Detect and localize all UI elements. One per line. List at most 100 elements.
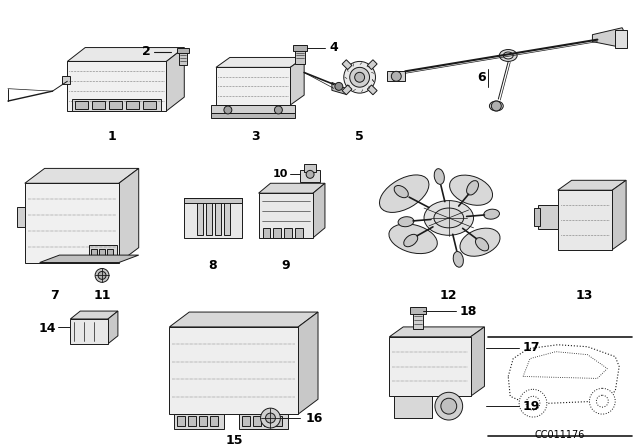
Ellipse shape — [434, 169, 444, 185]
Polygon shape — [367, 60, 377, 69]
Polygon shape — [216, 57, 304, 67]
Bar — [615, 30, 627, 47]
Bar — [295, 45, 305, 65]
Circle shape — [275, 106, 282, 114]
Bar — [389, 337, 470, 396]
Circle shape — [349, 67, 369, 87]
Circle shape — [260, 408, 280, 428]
Circle shape — [344, 61, 376, 93]
Polygon shape — [557, 180, 626, 190]
Bar — [107, 249, 113, 258]
Bar — [91, 249, 97, 258]
Text: 9: 9 — [281, 259, 290, 272]
Text: 1: 1 — [108, 130, 116, 143]
Bar — [177, 47, 189, 53]
Polygon shape — [259, 183, 325, 193]
Circle shape — [266, 413, 275, 423]
Text: 10: 10 — [273, 169, 288, 179]
Polygon shape — [342, 60, 352, 69]
Bar — [215, 201, 221, 235]
Bar — [184, 198, 242, 203]
Bar — [239, 414, 288, 429]
Ellipse shape — [499, 50, 517, 61]
Polygon shape — [508, 345, 619, 404]
Circle shape — [95, 268, 109, 282]
Text: CC011176: CC011176 — [534, 430, 585, 440]
Bar — [216, 67, 291, 105]
Ellipse shape — [453, 251, 463, 267]
Text: 12: 12 — [440, 289, 458, 302]
Polygon shape — [523, 352, 607, 379]
Circle shape — [589, 388, 615, 414]
Ellipse shape — [398, 217, 414, 227]
Polygon shape — [313, 183, 325, 238]
Bar — [284, 228, 292, 238]
Text: 2: 2 — [142, 45, 151, 58]
Ellipse shape — [476, 238, 489, 251]
Circle shape — [391, 71, 401, 81]
Text: 4: 4 — [330, 41, 339, 54]
Text: 19: 19 — [522, 400, 540, 413]
Text: 15: 15 — [225, 435, 243, 448]
Ellipse shape — [380, 175, 429, 212]
Bar — [197, 201, 203, 235]
Text: 16: 16 — [305, 412, 323, 425]
Circle shape — [355, 72, 365, 82]
Polygon shape — [367, 85, 377, 95]
Bar — [76, 101, 88, 109]
Text: 6: 6 — [477, 71, 485, 84]
Ellipse shape — [484, 209, 499, 219]
Text: 7: 7 — [50, 289, 59, 302]
Bar — [206, 201, 212, 235]
Text: 3: 3 — [252, 130, 260, 143]
Ellipse shape — [394, 185, 408, 198]
Bar — [253, 416, 260, 426]
Circle shape — [335, 82, 343, 90]
Polygon shape — [70, 311, 118, 319]
Polygon shape — [108, 311, 118, 344]
Circle shape — [98, 271, 106, 280]
Bar — [67, 61, 166, 111]
Polygon shape — [389, 327, 484, 337]
Bar — [211, 105, 295, 113]
Polygon shape — [40, 255, 139, 263]
Bar — [394, 396, 432, 418]
Bar — [170, 327, 298, 414]
Bar — [413, 307, 423, 329]
Bar — [177, 416, 185, 426]
Bar — [262, 228, 271, 238]
Text: 18: 18 — [460, 305, 477, 318]
Ellipse shape — [434, 208, 463, 228]
Polygon shape — [67, 47, 184, 61]
Bar — [259, 193, 313, 238]
Polygon shape — [342, 85, 352, 95]
Text: 8: 8 — [209, 259, 218, 272]
Bar — [70, 319, 108, 344]
Text: 17: 17 — [522, 341, 540, 354]
Bar — [179, 47, 188, 65]
Bar — [211, 113, 295, 118]
Bar — [275, 416, 282, 426]
Circle shape — [306, 170, 314, 178]
Ellipse shape — [467, 181, 479, 195]
Bar — [538, 205, 557, 229]
Polygon shape — [170, 312, 318, 327]
Polygon shape — [291, 57, 304, 105]
Text: 11: 11 — [93, 289, 111, 302]
Ellipse shape — [449, 175, 493, 205]
Bar — [557, 190, 612, 250]
Bar — [264, 416, 271, 426]
Bar — [273, 228, 282, 238]
Bar — [295, 228, 303, 238]
Circle shape — [492, 101, 501, 111]
Bar — [143, 101, 156, 109]
Bar — [300, 170, 320, 182]
Bar — [210, 416, 218, 426]
Bar — [242, 416, 250, 426]
Ellipse shape — [460, 228, 500, 256]
Bar — [126, 101, 139, 109]
Text: 5: 5 — [355, 130, 364, 143]
Circle shape — [435, 392, 463, 420]
Bar — [184, 198, 242, 238]
Bar — [89, 245, 117, 263]
